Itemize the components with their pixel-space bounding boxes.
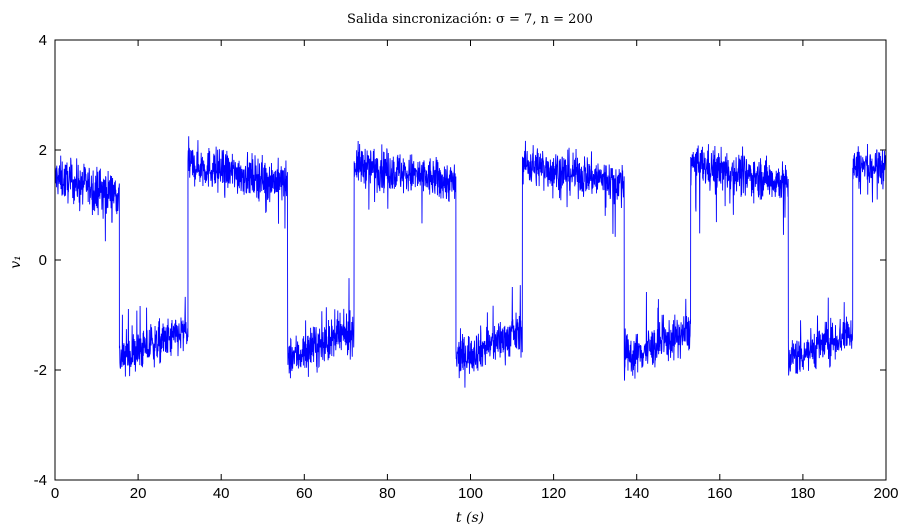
x-axis: 0 20 40 60 80 100 120 140 160 180 200	[51, 40, 899, 502]
x-tick-label: 40	[213, 485, 230, 502]
x-tick-label: 200	[873, 485, 898, 502]
y-axis: -4 -2 0 2 4	[34, 32, 886, 489]
chart-title: Salida sincronización: σ = 7, n = 200	[347, 12, 593, 27]
y-axis-label: v₁	[8, 255, 24, 269]
x-tick-label: 180	[790, 485, 815, 502]
x-tick-label: 0	[51, 485, 59, 502]
x-tick-label: 140	[624, 485, 649, 502]
x-tick-label: 60	[296, 485, 313, 502]
plot-area	[54, 136, 887, 388]
x-tick-label: 80	[379, 485, 396, 502]
x-tick-label: 20	[130, 485, 147, 502]
y-tick-label: 0	[39, 252, 47, 269]
y-tick-label: 4	[39, 32, 47, 49]
y-tick-label: -4	[34, 472, 47, 489]
x-axis-label: t (s)	[456, 510, 484, 526]
y-tick-label: -2	[34, 362, 47, 379]
x-tick-label: 100	[458, 485, 483, 502]
x-tick-label: 120	[541, 485, 566, 502]
y-tick-label: 2	[39, 142, 47, 159]
x-tick-label: 160	[707, 485, 732, 502]
series-line	[54, 136, 887, 388]
